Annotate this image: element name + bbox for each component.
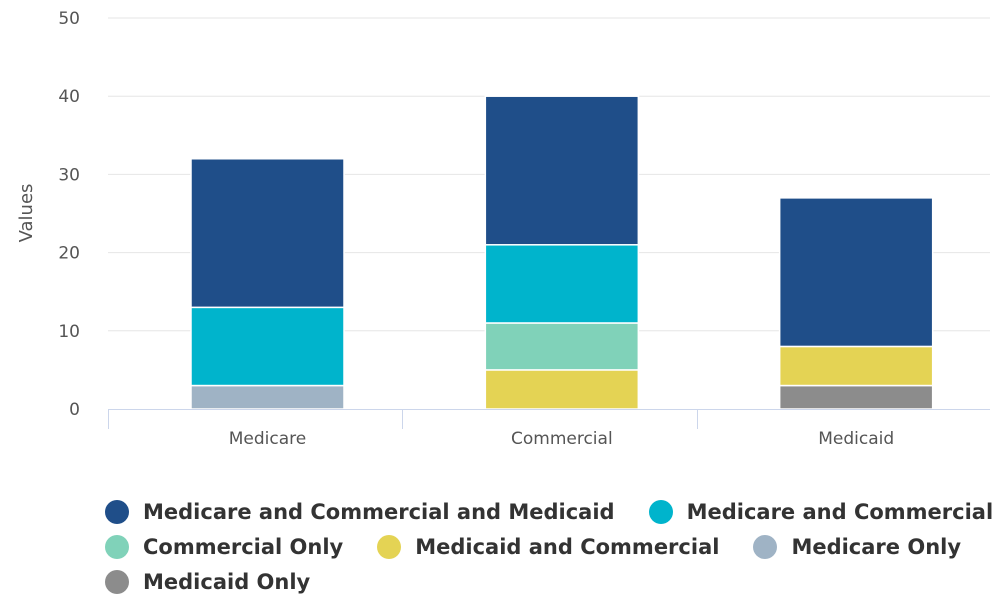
bar-segment[interactable] (190, 384, 345, 410)
legend-item[interactable]: Medicare Only (753, 534, 962, 559)
bar-segment[interactable] (778, 345, 934, 387)
x-tick-label: Commercial (511, 429, 613, 449)
bars (190, 95, 934, 410)
bar-segment[interactable] (778, 197, 934, 348)
y-tick-label: 50 (58, 9, 80, 29)
legend-label: Medicare and Commercial and Medicaid (143, 499, 615, 524)
legend-swatch (648, 499, 673, 524)
legend-label: Commercial Only (143, 534, 344, 559)
bar-segment[interactable] (484, 244, 640, 324)
y-tick-label: 20 (58, 244, 80, 264)
legend: Medicare and Commercial and Medicaid Medi… (105, 494, 995, 599)
bar-segment[interactable] (778, 384, 934, 410)
legend-swatch (753, 534, 778, 559)
legend-label: Medicaid Only (143, 569, 311, 594)
legend-item[interactable]: Medicaid and Commercial (377, 534, 720, 559)
x-tick-label: Medicaid (818, 429, 894, 449)
legend-item[interactable]: Commercial Only (105, 534, 344, 559)
y-tick-label: 0 (69, 400, 80, 420)
bar-segment[interactable] (484, 369, 640, 410)
bar-segment[interactable] (484, 95, 640, 246)
legend-item[interactable]: Medicaid Only (105, 569, 311, 594)
legend-label: Medicare Only (791, 534, 962, 559)
axes: 0 10 20 30 40 50 Medicare Commercial Medicaid (58, 9, 990, 449)
legend-row: Medicaid Only (105, 564, 995, 599)
x-tick-label: Medicare (229, 429, 306, 449)
y-axis-title: Values (16, 184, 37, 243)
legend-item[interactable]: Medicare and Commercial (648, 499, 994, 524)
legend-swatch (105, 499, 129, 524)
y-tick-label: 30 (58, 165, 80, 185)
chart-plot: 0 10 20 30 40 50 Medicare Commercial Medicaid Va… (16, 9, 990, 449)
legend-swatch (105, 569, 129, 594)
bar-segment[interactable] (190, 306, 345, 387)
legend-label: Medicare and Commercial (686, 499, 994, 524)
legend-row: Medicare and Commercial and Medicaid Medi… (105, 494, 995, 529)
legend-item[interactable]: Medicare and Commercial and Medicaid (105, 499, 615, 524)
y-tick-label: 40 (58, 87, 80, 107)
bar-segment[interactable] (484, 322, 640, 371)
legend-row: Commercial Only Medicaid and Commercial Me… (105, 529, 995, 564)
legend-label: Medicaid and Commercial (415, 534, 720, 559)
legend-swatch (377, 534, 402, 559)
legend-swatch (105, 534, 129, 559)
bar-segment[interactable] (190, 158, 345, 309)
y-tick-label: 10 (58, 322, 80, 342)
